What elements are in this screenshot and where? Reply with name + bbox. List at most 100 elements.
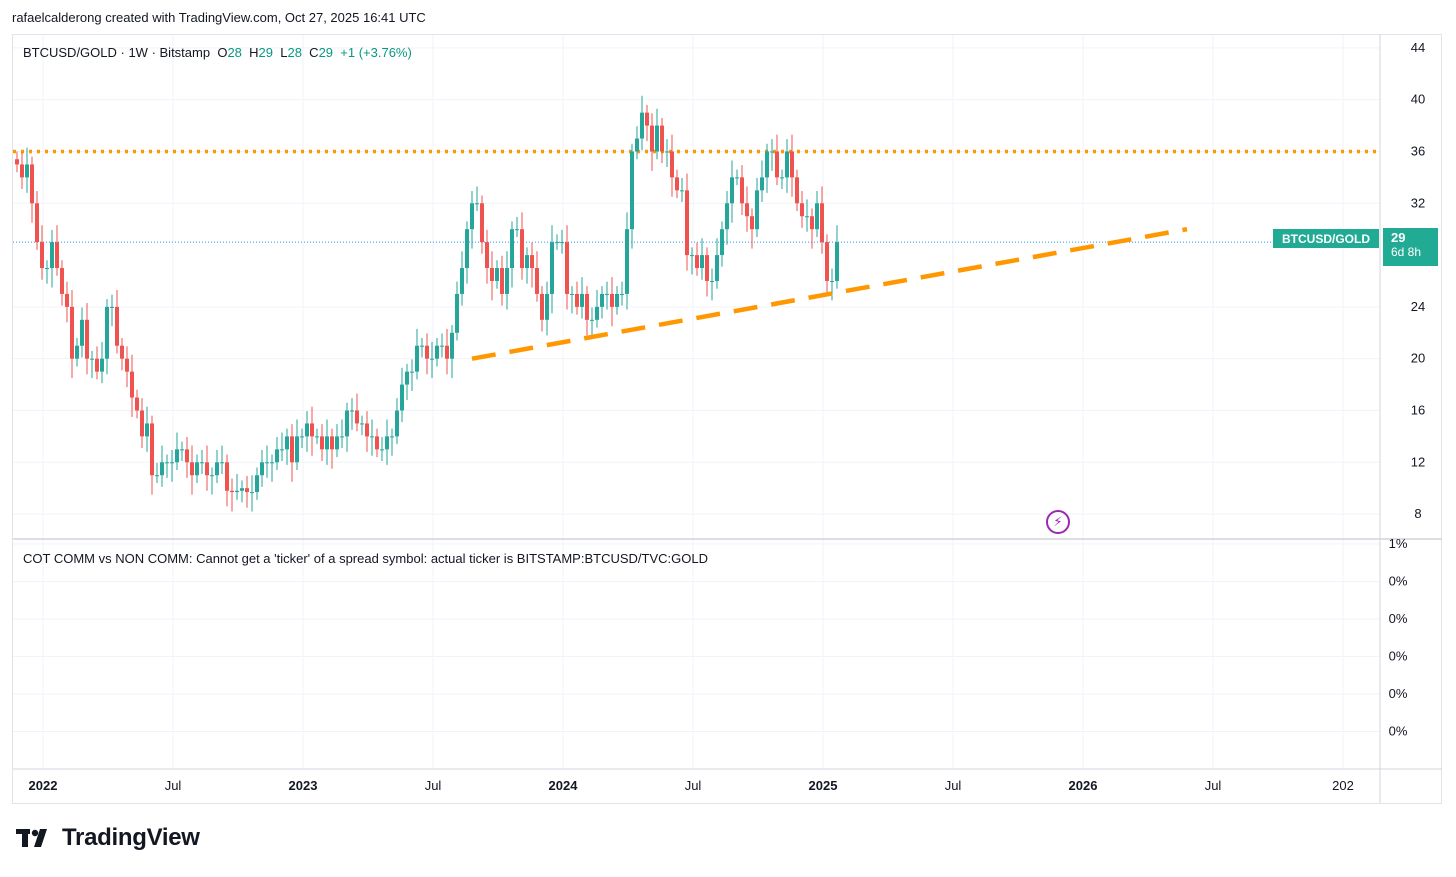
candle-body — [180, 449, 184, 451]
candle-body — [640, 112, 644, 139]
price-axis-label: 36 — [1411, 143, 1425, 158]
candle-body — [515, 229, 519, 231]
candle-body — [600, 293, 604, 307]
candle-body — [565, 242, 569, 294]
candle-body — [290, 436, 294, 463]
time-axis-label: Jul — [685, 778, 702, 793]
candle-body — [50, 242, 54, 269]
candle-body — [730, 177, 734, 204]
candle-body — [365, 423, 369, 437]
candle-body — [375, 436, 379, 450]
candle-body — [775, 151, 779, 178]
tradingview-logo[interactable]: TradingView — [16, 824, 200, 852]
candle-body — [500, 268, 504, 294]
candle-body — [540, 293, 544, 320]
candle-body — [675, 177, 679, 191]
price-axis-label: 12 — [1411, 454, 1425, 469]
candle-body — [555, 242, 559, 244]
candle-body — [140, 410, 144, 437]
candle-body — [295, 436, 299, 463]
candle-body — [345, 410, 349, 437]
candle-body — [655, 125, 659, 152]
candle-body — [810, 216, 814, 230]
legend-close-label: C — [309, 45, 319, 60]
candle-body — [475, 203, 479, 205]
candle-body — [350, 410, 354, 412]
candle-body — [30, 164, 34, 204]
candle-body — [585, 293, 589, 320]
support-trendline — [471, 226, 1188, 361]
candle-body — [395, 410, 399, 437]
candle-body — [370, 436, 374, 438]
candle-body — [410, 371, 414, 373]
candle-body — [695, 255, 699, 269]
candle-body — [635, 138, 639, 152]
candle-body — [120, 345, 124, 359]
price-axis-label: 40 — [1411, 92, 1425, 107]
candle-body — [490, 268, 494, 281]
legend-open-label: O — [217, 45, 228, 60]
candle-body — [215, 462, 219, 476]
candle-body — [260, 462, 264, 476]
candle-body — [105, 306, 109, 359]
candle-body — [110, 306, 114, 308]
price-axis-label: 44 — [1411, 40, 1425, 55]
candle-body — [740, 177, 744, 204]
candle-body — [595, 306, 599, 320]
candle-body — [175, 449, 179, 463]
candle-body — [270, 462, 274, 464]
legend-low-label: L — [280, 45, 288, 60]
candle-body — [275, 449, 279, 463]
price-axis-label: 32 — [1411, 195, 1425, 210]
candle-body — [645, 112, 649, 126]
price-axis-label: 8 — [1414, 506, 1421, 521]
candle-body — [250, 492, 254, 494]
candle-body — [685, 190, 689, 256]
candle-body — [625, 229, 629, 294]
candle-body — [680, 190, 684, 192]
candle-body — [815, 203, 819, 230]
candle-body — [45, 268, 49, 270]
candle-body — [40, 242, 44, 269]
candle-body — [465, 229, 469, 269]
candle-body — [615, 293, 619, 307]
legend-high-label: H — [249, 45, 259, 60]
candle-body — [450, 332, 454, 359]
candle-body — [785, 151, 789, 178]
candle-body — [190, 462, 194, 476]
candle-body — [135, 397, 139, 411]
time-axis-label: 2026 — [1069, 778, 1098, 793]
candle-body — [145, 423, 149, 437]
indicator-legend[interactable]: COT COMM vs NON COMM: Cannot get a 'tick… — [23, 551, 708, 566]
candle-body — [330, 436, 334, 450]
candle-body — [820, 203, 824, 243]
candle-body — [225, 462, 229, 491]
time-axis-label: Jul — [1205, 778, 1222, 793]
candle-body — [790, 151, 794, 178]
lightning-icon[interactable]: ⚡ — [1046, 510, 1070, 534]
candle-body — [195, 462, 199, 476]
indicator-axis-label: 0% — [1389, 574, 1408, 589]
symbol-legend: BTCUSD/GOLD · 1W · Bitstamp O28 H29 L28 … — [23, 45, 412, 60]
candle-body — [800, 203, 804, 217]
candle-body — [715, 255, 719, 281]
candle-body — [755, 190, 759, 230]
candle-body — [605, 293, 609, 295]
legend-symbol[interactable]: BTCUSD/GOLD · 1W · Bitstamp — [23, 45, 211, 60]
candle-body — [55, 242, 59, 269]
candle-body — [60, 268, 64, 294]
last-price-label: 29 6d 8h — [1383, 228, 1438, 266]
candle-body — [155, 475, 159, 477]
candle-body — [610, 293, 614, 307]
candle-body — [20, 164, 24, 178]
candle-body — [245, 488, 249, 493]
candle-body — [170, 462, 174, 464]
candle-body — [485, 242, 489, 269]
candle-body — [400, 384, 404, 411]
time-axis-label: 202 — [1332, 778, 1354, 793]
candle-body — [210, 475, 214, 477]
candle-body — [285, 436, 289, 450]
price-axis-label: 24 — [1411, 299, 1425, 314]
candle-body — [440, 345, 444, 347]
